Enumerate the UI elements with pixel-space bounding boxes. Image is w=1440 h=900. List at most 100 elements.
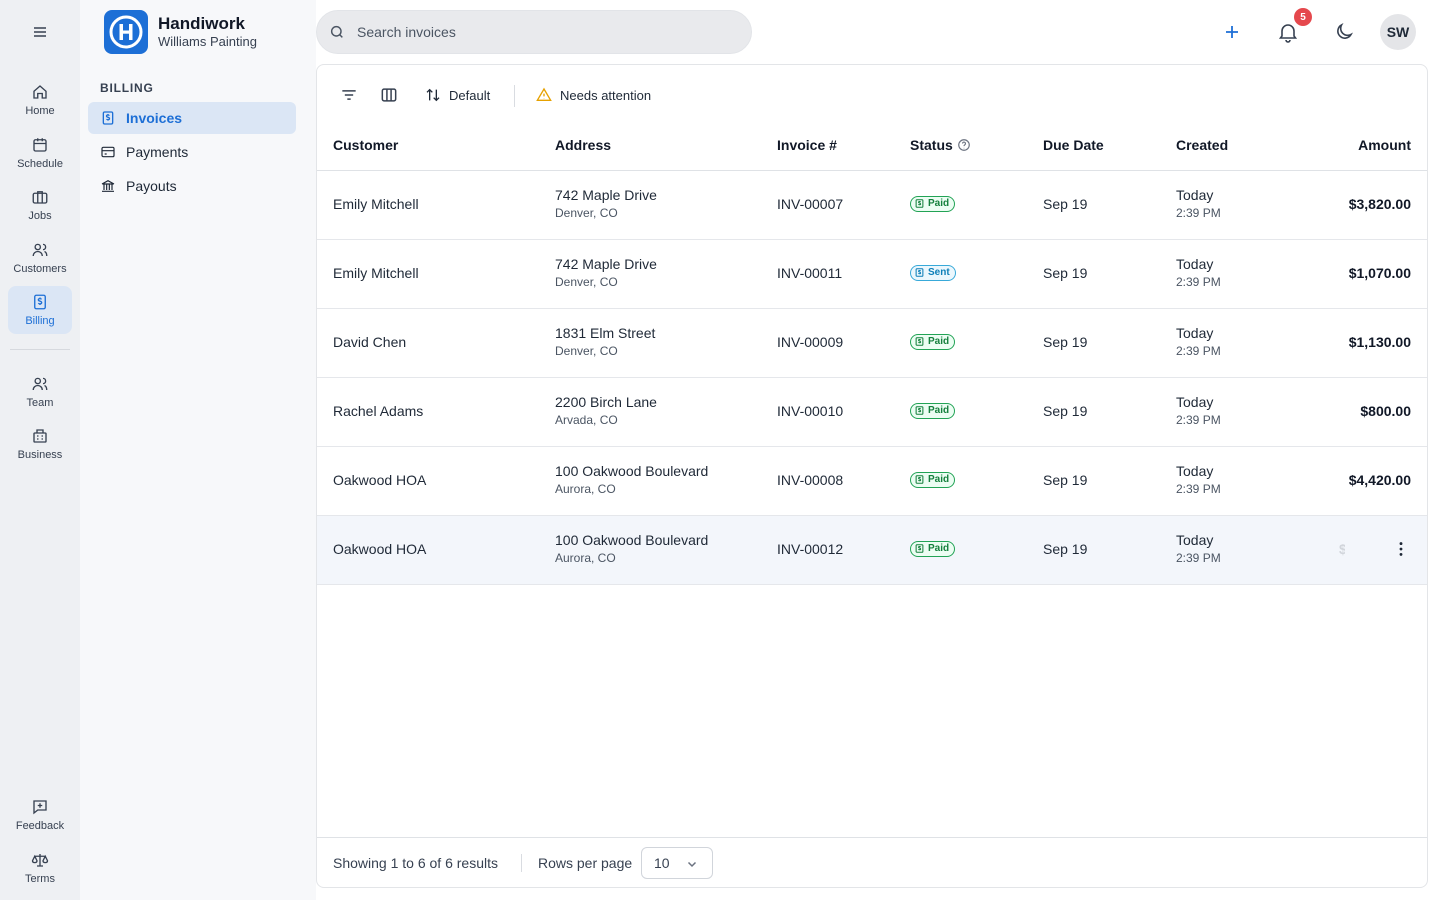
- due-date: Sep 19: [1043, 334, 1088, 350]
- amount: $: [1339, 541, 1345, 557]
- invoice-number: INV-00011: [777, 265, 843, 281]
- rail-item-team[interactable]: Team: [8, 368, 72, 416]
- status-label: Sent: [928, 267, 950, 278]
- dollar-icon: [31, 293, 49, 311]
- hamburger-menu-icon[interactable]: [28, 20, 52, 44]
- notifications-bell-icon[interactable]: [1276, 20, 1300, 44]
- calendar-icon: [31, 136, 49, 154]
- more-vertical-icon[interactable]: [1391, 539, 1411, 559]
- rail-item-customers[interactable]: Customers: [8, 234, 72, 282]
- table-row[interactable]: Oakwood HOA 100 Oakwood Boulevard Aurora…: [317, 447, 1427, 516]
- filter-icon[interactable]: [339, 85, 359, 105]
- address-line2: Arvada, CO: [555, 413, 618, 427]
- created-time: 2:39 PM: [1176, 413, 1221, 427]
- needs-attention-filter[interactable]: Needs attention: [536, 85, 651, 105]
- table-row[interactable]: Rachel Adams 2200 Birch Lane Arvada, CO …: [317, 378, 1427, 447]
- status-badge: Paid: [910, 195, 956, 212]
- team-icon: [31, 375, 49, 393]
- table-row[interactable]: Emily Mitchell 742 Maple Drive Denver, C…: [317, 171, 1427, 240]
- money-icon: [915, 544, 924, 553]
- column-header-created[interactable]: Created: [1176, 137, 1229, 153]
- column-header-address[interactable]: Address: [555, 137, 612, 153]
- status-label: Paid: [928, 336, 950, 347]
- rail-item-business[interactable]: Business: [8, 420, 72, 468]
- created-time: 2:39 PM: [1176, 344, 1221, 358]
- column-header-amount[interactable]: Amount: [1358, 137, 1411, 153]
- rail-item-schedule[interactable]: Schedule: [8, 129, 72, 177]
- amount: $800.00: [1360, 403, 1411, 419]
- sidebar-item-payouts[interactable]: Payouts: [88, 170, 296, 202]
- address-line1: 742 Maple Drive: [555, 187, 657, 203]
- rail-item-label: Customers: [13, 262, 67, 275]
- rail-item-jobs[interactable]: Jobs: [8, 181, 72, 229]
- rail-item-label: Feedback: [15, 819, 65, 832]
- column-header-invoice[interactable]: Invoice #: [777, 137, 837, 153]
- rail-item-label: Jobs: [28, 209, 52, 222]
- address-line1: 2200 Birch Lane: [555, 394, 657, 410]
- sort-arrows-icon: [426, 88, 440, 102]
- column-header-status-label: Status: [910, 137, 953, 153]
- rail-item-label: Billing: [25, 314, 55, 327]
- sidebar-item-payments[interactable]: Payments: [88, 136, 296, 168]
- status-badge: Sent: [910, 264, 956, 281]
- briefcase-icon: [31, 188, 49, 206]
- rail-item-label: Home: [25, 104, 55, 117]
- columns-icon[interactable]: [379, 85, 399, 105]
- section-label-billing: BILLING: [100, 81, 154, 95]
- search-input[interactable]: [357, 24, 717, 40]
- rail-item-label: Terms: [25, 872, 55, 885]
- home-icon: [31, 83, 49, 101]
- rail-item-terms[interactable]: Terms: [8, 844, 72, 892]
- rail-divider: [10, 349, 70, 350]
- invoice-icon: [100, 110, 116, 126]
- dark-mode-moon-icon[interactable]: [1332, 20, 1356, 44]
- due-date: Sep 19: [1043, 541, 1088, 557]
- created-day: Today: [1176, 463, 1214, 479]
- brand[interactable]: Handiwork Williams Painting: [104, 10, 257, 54]
- rail-item-feedback[interactable]: Feedback: [8, 791, 72, 839]
- address-line2: Denver, CO: [555, 344, 618, 358]
- customer-cell: Oakwood HOA: [333, 472, 427, 488]
- address-line2: Denver, CO: [555, 206, 618, 220]
- created-time: 2:39 PM: [1176, 206, 1221, 220]
- help-circle-icon[interactable]: [957, 138, 971, 152]
- address-line2: Aurora, CO: [555, 482, 616, 496]
- rail-item-label: Team: [26, 396, 54, 409]
- column-header-status[interactable]: Status: [910, 125, 971, 171]
- amount: $1,070.00: [1348, 265, 1411, 281]
- address-line2: Aurora, CO: [555, 551, 616, 565]
- add-button[interactable]: [1220, 20, 1244, 44]
- search-bar[interactable]: [316, 10, 752, 54]
- sort-button[interactable]: Default: [425, 85, 490, 105]
- user-avatar[interactable]: SW: [1380, 14, 1416, 50]
- customer-cell: Emily Mitchell: [333, 196, 419, 212]
- rows-per-page-label: Rows per page: [538, 855, 633, 871]
- amount: $3,820.00: [1348, 196, 1411, 212]
- due-date: Sep 19: [1043, 472, 1088, 488]
- warning-icon: [536, 87, 552, 101]
- table-row[interactable]: Oakwood HOA 100 Oakwood Boulevard Aurora…: [317, 516, 1427, 585]
- rail-item-home[interactable]: Home: [8, 76, 72, 124]
- sidebar-item-label: Invoices: [126, 110, 183, 126]
- created-day: Today: [1176, 325, 1214, 341]
- rows-per-page-select[interactable]: 10: [641, 847, 713, 879]
- notification-count-badge: 5: [1294, 8, 1312, 26]
- created-time: 2:39 PM: [1176, 482, 1221, 496]
- table-row[interactable]: David Chen 1831 Elm Street Denver, CO IN…: [317, 309, 1427, 378]
- table-row[interactable]: Emily Mitchell 742 Maple Drive Denver, C…: [317, 240, 1427, 309]
- credit-card-icon: [100, 144, 116, 160]
- rail-item-billing[interactable]: Billing: [8, 286, 72, 334]
- invoice-number: INV-00012: [777, 541, 844, 557]
- column-header-customer[interactable]: Customer: [333, 137, 399, 153]
- created-day: Today: [1176, 187, 1214, 203]
- sidebar-item-invoices[interactable]: Invoices: [88, 102, 296, 134]
- money-icon: [915, 337, 924, 346]
- due-date: Sep 19: [1043, 403, 1088, 419]
- rail-item-label: Business: [17, 448, 63, 461]
- money-icon: [915, 199, 924, 208]
- column-header-due-date[interactable]: Due Date: [1043, 137, 1104, 153]
- created-day: Today: [1176, 532, 1214, 548]
- money-icon: [915, 475, 924, 484]
- sidebar-item-label: Payments: [126, 144, 189, 160]
- created-time: 2:39 PM: [1176, 275, 1221, 289]
